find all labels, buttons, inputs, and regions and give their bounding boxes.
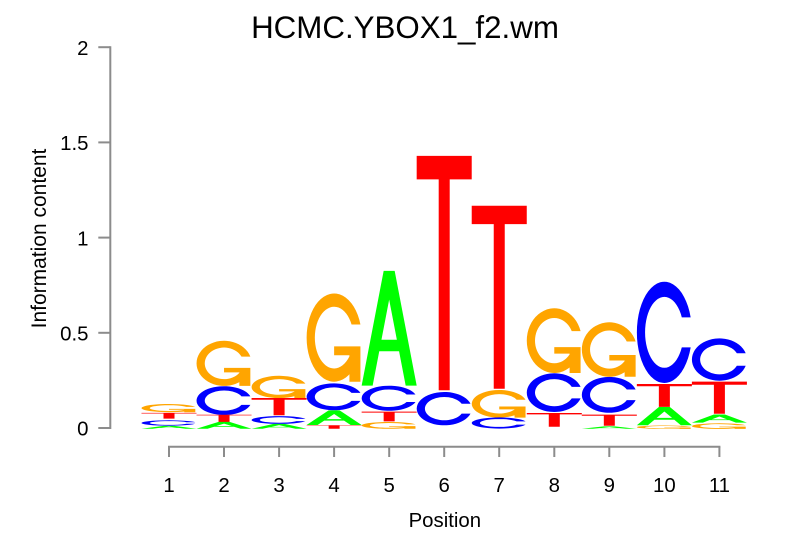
- svg-text:1: 1: [163, 475, 174, 497]
- svg-text:1: 1: [77, 228, 88, 250]
- svg-text:2: 2: [77, 38, 88, 60]
- svg-text:10: 10: [653, 475, 676, 497]
- svg-text:HCMC.YBOX1_f2.wm: HCMC.YBOX1_f2.wm: [251, 10, 559, 45]
- svg-text:9: 9: [604, 475, 615, 497]
- svg-text:Information content: Information content: [28, 148, 51, 328]
- svg-text:4: 4: [328, 475, 339, 497]
- svg-text:8: 8: [549, 475, 560, 497]
- svg-text:1.5: 1.5: [60, 133, 88, 155]
- svg-text:Position: Position: [409, 510, 482, 532]
- svg-text:2: 2: [218, 475, 229, 497]
- svg-text:11: 11: [709, 475, 730, 497]
- svg-text:6: 6: [439, 475, 450, 497]
- svg-text:3: 3: [273, 475, 284, 497]
- svg-text:5: 5: [384, 475, 395, 497]
- svg-text:0.5: 0.5: [60, 324, 88, 346]
- svg-text:7: 7: [494, 475, 505, 497]
- svg-text:0: 0: [77, 419, 88, 441]
